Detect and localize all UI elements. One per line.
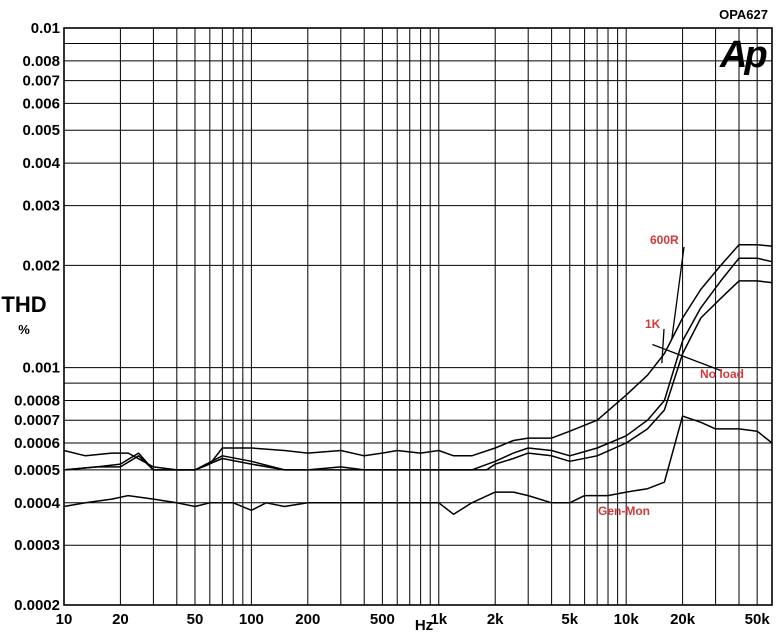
series-lines xyxy=(63,244,773,516)
annotation-leader xyxy=(652,343,723,372)
series-line-1k xyxy=(63,257,773,471)
y-tick-label: 0.004 xyxy=(22,155,60,172)
annotation-gen-mon: Gen-Mon xyxy=(598,504,650,518)
chart-title: OPA627 xyxy=(719,7,768,22)
x-tick-label: 100 xyxy=(239,611,264,628)
y-tick-label: 0.002 xyxy=(22,257,60,274)
y-tick-label: 0.008 xyxy=(22,53,60,70)
x-tick-label: 50 xyxy=(187,611,204,628)
series-line-gen-mon xyxy=(63,415,773,516)
y-tick-label: 0.0006 xyxy=(14,435,60,452)
y-tick-label: 0.001 xyxy=(22,360,60,377)
x-tick-label: 200 xyxy=(295,611,320,628)
annotation-leader xyxy=(671,246,685,340)
ap-logo: Ap xyxy=(719,34,766,76)
annotation-1k: 1K xyxy=(645,317,661,331)
series-line-no-load xyxy=(63,280,773,471)
y-tick-label: 0.0005 xyxy=(14,462,60,479)
vertical-gridlines xyxy=(119,28,758,605)
x-tick-label: 10 xyxy=(56,611,73,628)
y-tick-label: 0.0004 xyxy=(14,495,61,512)
annotation-leaders xyxy=(652,246,723,372)
y-tick-label: 0.0002 xyxy=(14,597,60,614)
x-tick-label: 20 xyxy=(112,611,129,628)
y-tick-label: 0.01 xyxy=(31,20,60,37)
annotation-no-load: No load xyxy=(700,367,744,381)
x-tick-label: 5k xyxy=(561,611,578,628)
y-tick-label: 0.005 xyxy=(22,122,60,139)
y-tick-label: 0.0008 xyxy=(14,393,60,410)
series-line-600r xyxy=(63,244,773,471)
x-tick-label: 50k xyxy=(745,611,771,628)
y-tick-label: 0.0003 xyxy=(14,537,60,554)
x-tick-label: 20k xyxy=(670,611,696,628)
x-tick-label: 1k xyxy=(430,611,447,628)
plot-frame xyxy=(63,27,773,606)
y-tick-label: 0.006 xyxy=(22,95,60,112)
x-tick-label: 10k xyxy=(614,611,640,628)
y-tick-label: 0.007 xyxy=(22,73,60,90)
y-axis-label: THD xyxy=(1,292,46,317)
y-axis-unit: % xyxy=(18,322,30,337)
y-tick-labels: 0.01 0.008 0.007 0.006 0.005 0.004 0.003 0.002 0… xyxy=(14,20,61,614)
x-tick-label: 2k xyxy=(487,611,504,628)
annotation-600r: 600R xyxy=(650,233,679,247)
y-tick-label: 0.003 xyxy=(22,198,60,215)
x-axis-unit: Hz xyxy=(415,617,433,634)
x-tick-label: 500 xyxy=(370,611,395,628)
annotation-leader xyxy=(661,328,665,364)
y-tick-label: 0.0007 xyxy=(14,412,60,429)
x-tick-labels: 10 20 50 100 200 500 1k 2k 5k 10k 20k 50k xyxy=(56,611,771,628)
